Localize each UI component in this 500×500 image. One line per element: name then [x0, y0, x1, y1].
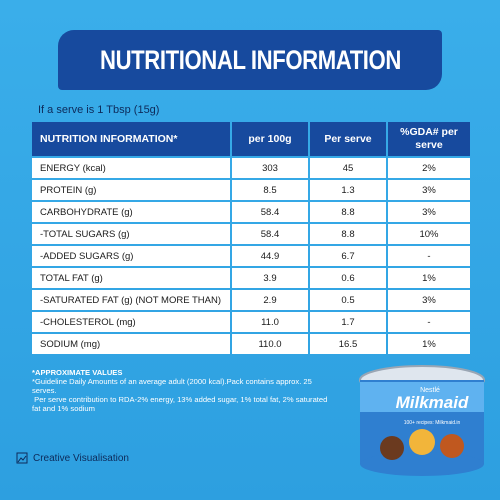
- table-cell: 44.9: [232, 246, 308, 266]
- table-cell: -SATURATED FAT (g) (NOT MORE THAN): [32, 290, 230, 310]
- table-cell: 58.4: [232, 224, 308, 244]
- header-cell: %GDA# per serve: [388, 122, 470, 156]
- table-cell: 10%: [388, 224, 470, 244]
- table-cell: 0.5: [310, 290, 386, 310]
- table-cell: 3%: [388, 290, 470, 310]
- table-row: CARBOHYDRATE (g) 58.4 8.8 3%: [32, 202, 470, 222]
- table-cell: -ADDED SUGARS (g): [32, 246, 230, 266]
- dessert: [409, 429, 435, 455]
- can-label: [360, 382, 484, 412]
- title-banner: NUTRITIONAL INFORMATION: [58, 30, 442, 90]
- table-cell: 1%: [388, 334, 470, 354]
- table-row: -SATURATED FAT (g) (NOT MORE THAN) 2.9 0.5…: [32, 290, 470, 310]
- table-cell: -TOTAL SUGARS (g): [32, 224, 230, 244]
- product-can: Nestlé Milkmaid 100+ recipes: Milkmaid.i…: [359, 365, 485, 476]
- table-cell: -CHOLESTEROL (mg): [32, 312, 230, 332]
- table-cell: SODIUM (mg): [32, 334, 230, 354]
- table-cell: 6.7: [310, 246, 386, 266]
- dessert: [380, 436, 404, 460]
- table-row: ENERGY (kcal) 303 45 2%: [32, 158, 470, 178]
- table-cell: -: [388, 246, 470, 266]
- table-cell: PROTEIN (g): [32, 180, 230, 200]
- table-row: SODIUM (mg) 110.0 16.5 1%: [32, 334, 470, 354]
- table-row: -ADDED SUGARS (g) 44.9 6.7-: [32, 246, 470, 266]
- table-cell: 2%: [388, 158, 470, 178]
- title: NUTRITIONAL INFORMATION: [99, 44, 401, 75]
- table-cell: 1.7: [310, 312, 386, 332]
- table-cell: 8.8: [310, 224, 386, 244]
- caption: Creative Visualisation: [16, 452, 129, 464]
- table-row: PROTEIN (g) 8.5 1.3 3%: [32, 180, 470, 200]
- table-cell: 3%: [388, 202, 470, 222]
- table-cell: CARBOHYDRATE (g): [32, 202, 230, 222]
- table-cell: 8.5: [232, 180, 308, 200]
- table-row: TOTAL FAT (g) 3.9 0.6 1%: [32, 268, 470, 288]
- can-base: [360, 452, 484, 476]
- table-cell: 3%: [388, 180, 470, 200]
- footnote: *Guideline Daily Amounts of an average a…: [32, 377, 314, 395]
- brand-maker: Nestlé: [420, 387, 440, 394]
- table-cell: 45: [310, 158, 386, 178]
- header-cell: per 100g: [232, 122, 308, 156]
- table-body: ENERGY (kcal) 303 45 2% PROTEIN (g) 8.5 1.3 3% C…: [32, 158, 470, 354]
- dessert: [440, 434, 464, 458]
- table-cell: 1.3: [310, 180, 386, 200]
- table-cell: 1%: [388, 268, 470, 288]
- table-cell: 110.0: [232, 334, 308, 354]
- table-cell: 58.4: [232, 202, 308, 222]
- table-cell: 303: [232, 158, 308, 178]
- footnote: *APPROXIMATE VALUES: [32, 368, 123, 377]
- brand-name: Milkmaid: [396, 393, 469, 412]
- table-cell: 3.9: [232, 268, 308, 288]
- nutrition-table: NUTRITION INFORMATION* per 100g Per serve%…: [30, 120, 472, 356]
- header-cell: NUTRITION INFORMATION*: [32, 122, 230, 156]
- table-cell: TOTAL FAT (g): [32, 268, 230, 288]
- serve-note: If a serve is 1 Tbsp (15g): [38, 104, 160, 116]
- footnote: Per serve contribution to RDA-2% energy,…: [32, 395, 330, 413]
- footnotes: *APPROXIMATE VALUES *Guideline Daily Amo…: [32, 368, 332, 413]
- table-cell: ENERGY (kcal): [32, 158, 230, 178]
- table-cell: 8.8: [310, 202, 386, 222]
- header-row: NUTRITION INFORMATION* per 100g Per serve%…: [32, 122, 470, 156]
- table-row: -TOTAL SUGARS (g) 58.4 8.8 10%: [32, 224, 470, 244]
- header-cell: Per serve: [310, 122, 386, 156]
- table-cell: -: [388, 312, 470, 332]
- table-cell: 0.6: [310, 268, 386, 288]
- caption-text: Creative Visualisation: [33, 452, 129, 464]
- table-cell: 16.5: [310, 334, 386, 354]
- table-row: -CHOLESTEROL (mg) 11.0 1.7-: [32, 312, 470, 332]
- table-cell: 11.0: [232, 312, 308, 332]
- recipes-note: 100+ recipes: Milkmaid.in: [404, 420, 461, 426]
- table-cell: 2.9: [232, 290, 308, 310]
- icon: [16, 452, 28, 464]
